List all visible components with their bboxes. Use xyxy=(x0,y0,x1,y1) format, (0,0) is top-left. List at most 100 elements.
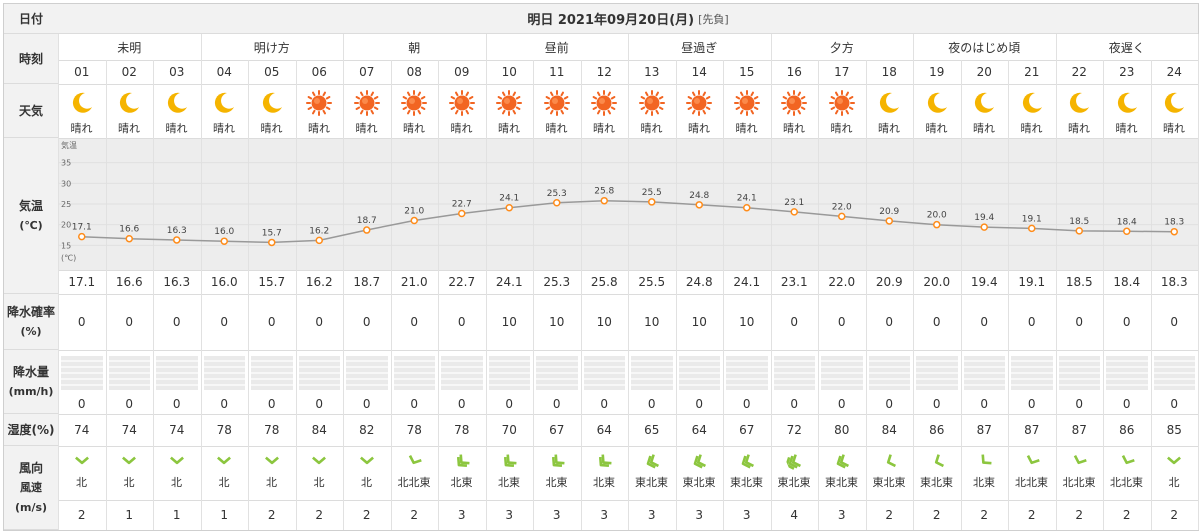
weather-label: 天気 xyxy=(4,84,58,138)
temperature-value: 20.9 xyxy=(875,275,903,289)
humidity-value: 64 xyxy=(596,423,612,437)
wind-label-text: 風向 xyxy=(18,460,43,475)
rain-probability-value: 0 xyxy=(1170,315,1179,329)
wind-speed-value: 2 xyxy=(980,508,989,522)
wind-arrow-icon xyxy=(119,454,139,468)
hour-cell: 10 xyxy=(501,65,517,79)
wind-arrow-icon xyxy=(262,454,282,468)
rain-probability-value: 10 xyxy=(644,315,660,329)
weather-text: 晴れ xyxy=(165,122,188,135)
weather-text: 晴れ xyxy=(403,122,425,135)
wind-direction: 東北東 xyxy=(825,476,858,489)
sun-icon xyxy=(781,90,808,116)
column-divider xyxy=(438,60,439,530)
rain-probability-value: 10 xyxy=(739,315,755,329)
rain-amount-bar xyxy=(773,356,815,390)
rain-prob-label-text: 降水確率 xyxy=(6,304,55,319)
moon-icon xyxy=(1161,90,1187,116)
period-7: 夜のはじめ頃 xyxy=(948,40,1021,55)
rain-amount-value: 0 xyxy=(647,397,656,411)
wind-label-text-2: (m/s) xyxy=(14,500,48,514)
hour-cell: 15 xyxy=(739,65,755,79)
rain-amount-value: 0 xyxy=(1075,397,1084,411)
column-divider xyxy=(200,34,202,530)
sun-icon xyxy=(638,90,665,116)
column-divider xyxy=(675,60,677,530)
wind-label: 風向 風速 (m/s) xyxy=(4,446,58,530)
rain-probability-value: 10 xyxy=(596,315,612,329)
rain-probability-value: 0 xyxy=(837,315,846,329)
temperature-line xyxy=(81,199,1175,244)
rain-amount-bar xyxy=(441,356,483,390)
wind-direction: 東北東 xyxy=(777,476,811,489)
sun-icon xyxy=(306,90,333,116)
rain-probability-value: 0 xyxy=(410,315,419,329)
temperature-data-label: 17.1 xyxy=(72,223,92,233)
period-1: 未明 xyxy=(117,40,142,55)
forecast-table: 日付 明日 2021年09月20日(月) [先負] 時刻 天気 気温 (℃) 降水確率 (%) 降… xyxy=(3,3,1199,531)
rain-amount-value: 0 xyxy=(837,397,846,411)
rain-amount-bar xyxy=(536,356,578,390)
temperature-value: 21.0 xyxy=(400,275,428,289)
temperature-data-label: 22.7 xyxy=(452,200,472,210)
moon-icon xyxy=(211,90,237,116)
moon-icon xyxy=(971,90,997,116)
rain-probability-value: 0 xyxy=(220,315,229,329)
period-3: 朝 xyxy=(408,40,421,55)
wind-arrow-icon xyxy=(452,454,472,468)
rain-amount-value: 0 xyxy=(695,397,704,411)
temperature-point xyxy=(980,223,988,231)
wind-direction: 北 xyxy=(361,476,372,489)
column-divider xyxy=(1150,60,1152,530)
rain-probability-value: 0 xyxy=(1027,315,1036,329)
rain-amount-bar xyxy=(583,356,625,390)
temperature-data-label: 18.4 xyxy=(1117,217,1137,227)
rain-probability-value: 0 xyxy=(1122,315,1131,329)
sun-icon xyxy=(686,90,713,116)
time-label-text: 時刻 xyxy=(18,51,43,66)
moon-icon xyxy=(876,90,902,116)
temperature-data-label: 24.1 xyxy=(737,194,757,204)
moon-icon xyxy=(164,90,190,116)
moon-icon xyxy=(69,90,95,116)
rain-amount-bar xyxy=(726,356,768,390)
temperature-value: 16.6 xyxy=(115,275,143,289)
temperature-point xyxy=(838,212,846,221)
wind-direction: 北 xyxy=(76,476,87,489)
temperature-data-label: 21.0 xyxy=(404,207,424,217)
wind-arrow-icon xyxy=(1069,454,1089,468)
temperature-value: 19.1 xyxy=(1018,275,1046,289)
wind-speed-value: 2 xyxy=(1170,508,1179,522)
temperature-value: 18.7 xyxy=(353,275,381,289)
wind-direction: 北北東 xyxy=(397,476,431,489)
temperature-data-label: 20.9 xyxy=(879,207,899,217)
column-divider xyxy=(58,34,59,530)
temperature-point xyxy=(743,203,751,212)
temp-label-text-1: (℃) xyxy=(19,218,43,232)
wind-arrow-icon xyxy=(927,454,947,468)
rain-amount-value: 0 xyxy=(1170,397,1179,411)
weather-text: 晴れ xyxy=(355,122,378,135)
wind-arrow-icon xyxy=(784,454,804,470)
moon-icon xyxy=(1066,90,1092,116)
humidity-value: 65 xyxy=(644,423,660,437)
temperature-value: 18.4 xyxy=(1113,275,1141,289)
weather-text: 晴れ xyxy=(878,122,900,135)
rain-amount-value: 0 xyxy=(600,397,609,411)
wind-speed-value: 1 xyxy=(125,508,134,522)
weather-text: 晴れ xyxy=(1163,122,1185,135)
moon-icon xyxy=(1114,90,1140,116)
wind-direction: 北 xyxy=(218,476,230,489)
rain-amount-bar xyxy=(1058,356,1100,390)
wind-speed-value: 2 xyxy=(362,508,371,522)
humidity-value: 80 xyxy=(834,423,850,437)
temperature-value: 18.3 xyxy=(1160,275,1188,289)
humidity-value: 78 xyxy=(264,423,280,437)
weather-text: 晴れ xyxy=(545,122,568,135)
rain-amount-bar xyxy=(821,356,863,390)
wind-speed-value: 2 xyxy=(410,508,419,522)
rain-amount-label-text-1: (mm/h) xyxy=(8,384,54,398)
sun-icon xyxy=(733,90,760,116)
wind-arrow-icon xyxy=(832,454,852,469)
hour-cell: 19 xyxy=(929,65,945,79)
